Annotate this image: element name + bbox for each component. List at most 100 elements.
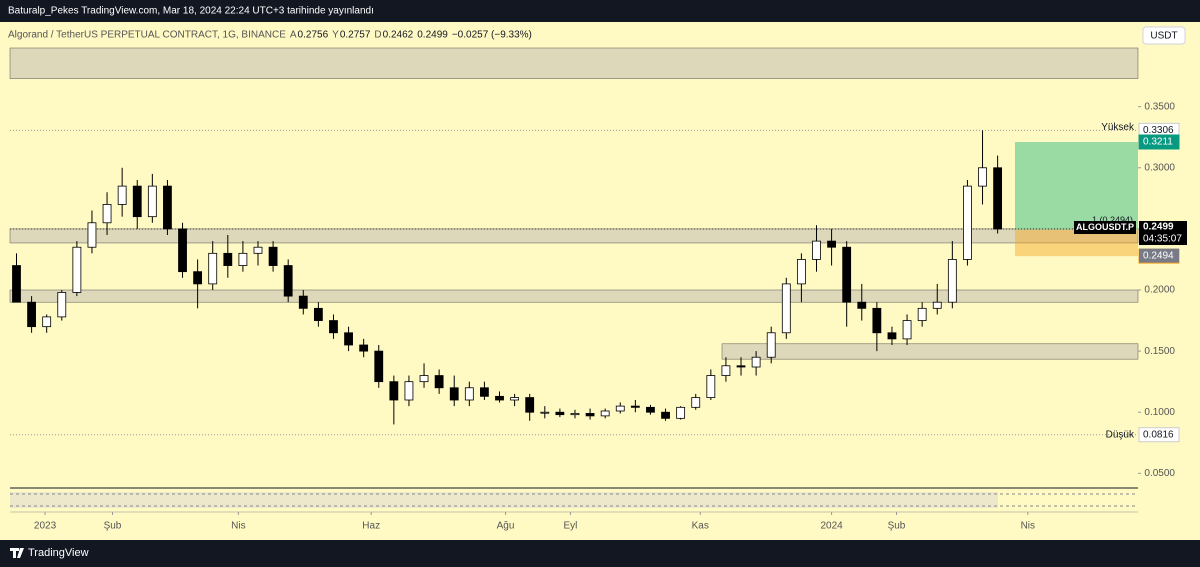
candle-body [706, 375, 716, 398]
candle-body [132, 185, 142, 218]
y-tick-label: 0.1500 [1144, 346, 1175, 357]
candle-body [449, 387, 459, 401]
candle-body [434, 375, 444, 389]
currency: USDT [1150, 31, 1177, 42]
legend-item: 0.2462 [383, 30, 414, 41]
high-value: 0.3306 [1143, 125, 1174, 136]
symbol-box [1074, 221, 1136, 235]
legend-item: 0.2757 [340, 30, 371, 41]
low-label: Düşük [1106, 429, 1135, 440]
low-value: 0.0816 [1143, 429, 1174, 440]
candle-body [389, 381, 399, 401]
candle-body [646, 406, 655, 413]
candle-body [615, 405, 625, 412]
candle-body [751, 356, 761, 368]
candle-body [87, 222, 97, 248]
candle-body [464, 387, 474, 401]
candle-body [42, 316, 52, 328]
last-price-box [1139, 221, 1187, 246]
zone [721, 343, 1139, 360]
candle-body [585, 413, 595, 417]
y-tick-label: 0.3500 [1144, 101, 1175, 112]
candle-body [313, 307, 323, 321]
candle-body [163, 185, 172, 230]
legend-item: Algorand / TetherUS PERPETUAL CONTRACT, … [8, 30, 286, 41]
candle-body [495, 395, 504, 401]
legend-item: −0.0257 (−9.33%) [452, 30, 532, 41]
y-tick-label: 0.1000 [1144, 407, 1175, 418]
candle-body [736, 365, 746, 368]
high-label: Yüksek [1101, 122, 1135, 133]
candle-body [510, 397, 520, 401]
zone [9, 47, 1139, 79]
candle-body [404, 381, 414, 401]
candle-body [676, 406, 686, 419]
candle-body [329, 320, 338, 334]
legend-item: 0.2756 [298, 30, 329, 41]
candle-body [117, 185, 127, 205]
candle-body [993, 167, 1003, 230]
candle-body [887, 332, 897, 340]
x-tick-label: Nis [1021, 521, 1035, 532]
candle-body [842, 246, 852, 303]
candle-body [102, 204, 112, 224]
y-tick-label: 0.0500 [1144, 468, 1175, 479]
candle-body [193, 271, 203, 285]
price-axis [1138, 22, 1200, 540]
candle-body [932, 301, 942, 309]
entry-value: 0.2494 [1143, 250, 1174, 261]
candle-body [691, 397, 701, 408]
last-price: 0.2499 [1143, 222, 1174, 233]
candle-body [283, 265, 293, 297]
candle-body [555, 411, 565, 416]
bottom-bar [0, 540, 1200, 567]
candle-body [374, 350, 384, 383]
x-tick-label: Eyl [563, 521, 577, 532]
candle-body [902, 320, 912, 340]
legend-item: A [290, 30, 297, 41]
entry-box [1139, 248, 1179, 263]
candle-body [147, 185, 157, 218]
candle-body [766, 332, 776, 358]
legend-item: 0.2499 [417, 30, 448, 41]
y-tick-label: 0.2000 [1144, 285, 1175, 296]
candle-body [827, 240, 836, 248]
legend-item: Y [332, 30, 339, 41]
legend-item: D [374, 30, 381, 41]
symbol: ALGOUSDT.P [1076, 222, 1134, 232]
candle-body [27, 301, 36, 328]
x-tick-label: Şub [888, 521, 906, 532]
brand: TradingView [28, 547, 89, 559]
candle-body [812, 240, 821, 260]
x-tick-label: Haz [362, 521, 380, 532]
zone [9, 289, 1139, 303]
target-box [1015, 141, 1138, 230]
candle-body [857, 301, 867, 309]
candle-body [359, 344, 369, 352]
candle-body [223, 252, 233, 266]
candle-body [298, 295, 308, 309]
x-tick-label: 2024 [820, 521, 843, 532]
candle-body [419, 375, 429, 383]
top-bar [0, 0, 1200, 22]
candle-body [525, 397, 535, 413]
candle-body [570, 413, 580, 416]
candle-body [238, 252, 248, 266]
target-value: 0.3211 [1143, 137, 1173, 148]
candle-body [963, 185, 972, 260]
candle-body [253, 246, 263, 254]
published: Baturalp_Pekes TradingView.com, Mar 18, … [8, 6, 374, 17]
entry-text: 1 (0.2494) [1092, 215, 1133, 225]
candle-body [268, 246, 278, 266]
candle-body [947, 259, 957, 303]
x-tick-label: Şub [104, 521, 122, 532]
candle-body [480, 387, 489, 397]
target-value-box [1138, 134, 1180, 150]
candle-body [978, 167, 987, 187]
currency-button[interactable] [1142, 26, 1186, 45]
candle-body [630, 405, 640, 408]
logo [10, 548, 24, 558]
candle-body [57, 292, 67, 318]
